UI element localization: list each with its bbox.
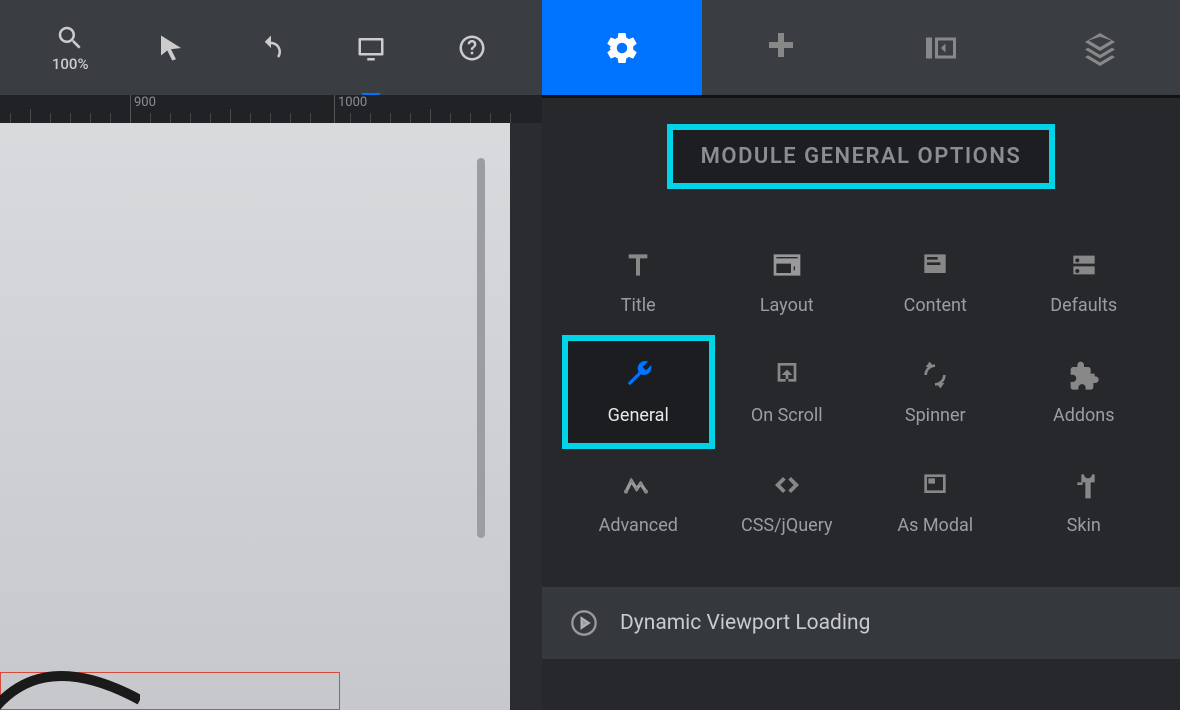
pointer-tool[interactable] (136, 13, 206, 83)
cursor-icon (156, 33, 186, 63)
section-label: Dynamic Viewport Loading (620, 611, 870, 635)
modal-icon (919, 469, 951, 501)
content-icon (919, 249, 951, 281)
option-label: Spinner (905, 405, 966, 426)
panel-header: MODULE GENERAL OPTIONS (542, 98, 1180, 215)
wrench-icon (622, 359, 654, 391)
option-skin[interactable]: Skin (1010, 447, 1159, 557)
vertical-scrollbar[interactable] (477, 158, 485, 538)
main-area: 9001000 MODULE GENERAL OPTIONS Title Layo… (0, 95, 1180, 710)
undo-tool[interactable] (236, 13, 306, 83)
option-spinner[interactable]: Spinner (861, 337, 1010, 447)
slide-canvas[interactable] (0, 123, 510, 710)
advanced-icon (622, 469, 654, 501)
option-label: Content (904, 295, 967, 316)
canvas-artwork (0, 650, 140, 710)
option-css-jquery[interactable]: CSS/jQuery (713, 447, 862, 557)
option-label: Layout (760, 295, 814, 316)
option-defaults[interactable]: Defaults (1010, 227, 1159, 337)
play-circle-icon (570, 609, 598, 637)
gear-icon (604, 30, 640, 66)
dpad-icon (763, 30, 799, 66)
slides-icon (923, 30, 959, 66)
zoom-label: 100% (52, 55, 89, 73)
defaults-icon (1068, 249, 1100, 281)
toolbar-left-group: 100% (0, 0, 542, 95)
help-tool[interactable] (437, 13, 507, 83)
option-layout[interactable]: Layout (713, 227, 862, 337)
option-label: General (608, 405, 669, 426)
help-icon (457, 33, 487, 63)
option-label: On Scroll (751, 405, 823, 426)
option-on-scroll[interactable]: On Scroll (713, 337, 862, 447)
addons-icon (1068, 359, 1100, 391)
canvas-area: 9001000 (0, 95, 542, 710)
option-as-modal[interactable]: As Modal (861, 447, 1010, 557)
option-label: Defaults (1050, 295, 1117, 316)
option-advanced[interactable]: Advanced (564, 447, 713, 557)
horizontal-ruler: 9001000 (0, 95, 542, 123)
option-title[interactable]: Title (564, 227, 713, 337)
options-grid: Title Layout Content Defaults General On Scro… (542, 215, 1180, 587)
top-toolbar: 100% (0, 0, 1180, 95)
tab-navigation[interactable] (702, 0, 862, 95)
monitor-icon (356, 33, 386, 63)
toolbar-right-tabs (542, 0, 1180, 95)
option-label: Addons (1053, 405, 1115, 426)
code-icon (771, 469, 803, 501)
option-label: As Modal (897, 515, 973, 536)
skin-icon (1068, 469, 1100, 501)
tab-slides[interactable] (861, 0, 1021, 95)
zoom-tool[interactable]: 100% (35, 13, 105, 83)
undo-icon (256, 33, 286, 63)
options-panel: MODULE GENERAL OPTIONS Title Layout Conten… (542, 95, 1180, 710)
preview-tool[interactable] (336, 13, 406, 83)
option-label: CSS/jQuery (741, 515, 832, 536)
section-dynamic-viewport[interactable]: Dynamic Viewport Loading (542, 587, 1180, 659)
layers-icon (1082, 30, 1118, 66)
panel-title: MODULE GENERAL OPTIONS (701, 144, 1022, 169)
spinner-icon (919, 359, 951, 391)
option-label: Title (621, 295, 656, 316)
tab-layers[interactable] (1021, 0, 1180, 95)
option-general[interactable]: General (564, 337, 713, 447)
layout-icon (771, 249, 803, 281)
option-content[interactable]: Content (861, 227, 1010, 337)
option-label: Advanced (599, 515, 678, 536)
tab-settings[interactable] (542, 0, 702, 95)
option-label: Skin (1067, 515, 1101, 536)
title-icon (622, 249, 654, 281)
panel-title-highlight: MODULE GENERAL OPTIONS (667, 124, 1056, 189)
search-icon (55, 23, 85, 53)
onscroll-icon (771, 359, 803, 391)
option-addons[interactable]: Addons (1010, 337, 1159, 447)
